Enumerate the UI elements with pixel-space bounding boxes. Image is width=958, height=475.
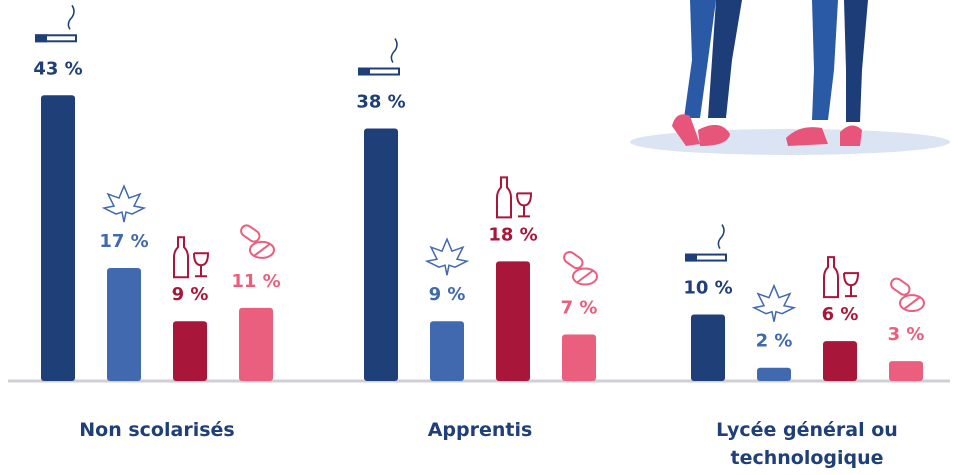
value-label: 3 %: [888, 324, 925, 345]
value-label: 7 %: [561, 297, 598, 318]
smoke: [67, 4, 75, 30]
glass: [843, 272, 860, 298]
tablet-line: [253, 243, 271, 257]
value-label: 2 %: [756, 331, 793, 352]
tablet: [572, 267, 598, 286]
leaf: [751, 283, 797, 322]
glass: [516, 192, 533, 218]
icon: [35, 4, 77, 43]
bar: [173, 321, 207, 381]
category-label: Apprentis: [427, 419, 533, 441]
value-label: 6 %: [822, 304, 859, 325]
cigarette-filter: [685, 253, 697, 262]
value-label: 18 %: [488, 224, 537, 245]
cigarette-filter: [35, 34, 47, 43]
icon: [685, 224, 727, 262]
value-label: 17 %: [99, 231, 148, 252]
bottle: [496, 176, 512, 219]
bar: [364, 128, 398, 381]
icon: [751, 283, 797, 322]
value-label: 9 %: [172, 284, 209, 305]
bar: [823, 341, 857, 381]
bar: [757, 367, 791, 381]
bar: [41, 95, 75, 382]
smoke: [717, 224, 725, 249]
smoke: [390, 38, 398, 63]
tablet: [249, 240, 275, 259]
category-label: Non scolarisés: [79, 419, 235, 441]
value-label: 38 %: [356, 92, 405, 113]
cigarette-filter: [358, 67, 370, 76]
bar: [889, 361, 923, 381]
bar: [107, 268, 141, 381]
pill: [240, 224, 261, 243]
icon: [424, 237, 470, 276]
icon: [240, 224, 275, 259]
bar: [430, 321, 464, 381]
value-label: 43 %: [33, 58, 82, 79]
bar: [562, 334, 596, 381]
leaf: [424, 237, 470, 276]
bar: [239, 307, 273, 381]
bottle: [823, 256, 839, 299]
bottle: [173, 236, 189, 279]
value-label: 10 %: [683, 278, 732, 299]
bar: [496, 261, 530, 381]
icon: [823, 256, 860, 299]
icon: [890, 277, 925, 313]
tablet-line: [576, 269, 594, 284]
pill: [563, 250, 584, 270]
value-label: 11 %: [231, 271, 280, 292]
glass: [193, 252, 210, 278]
icon: [101, 184, 147, 223]
value-label: 9 %: [429, 284, 466, 305]
leaf: [101, 184, 147, 223]
icon: [358, 38, 400, 76]
bar: [691, 314, 725, 381]
illustration: [630, 0, 950, 155]
icon: [563, 250, 598, 286]
icon: [173, 236, 210, 279]
category-label: Lycée général ou technologique: [716, 419, 898, 469]
tablet: [899, 294, 925, 313]
icon: [496, 176, 533, 219]
pill: [890, 277, 911, 296]
tablet-line: [903, 296, 921, 310]
